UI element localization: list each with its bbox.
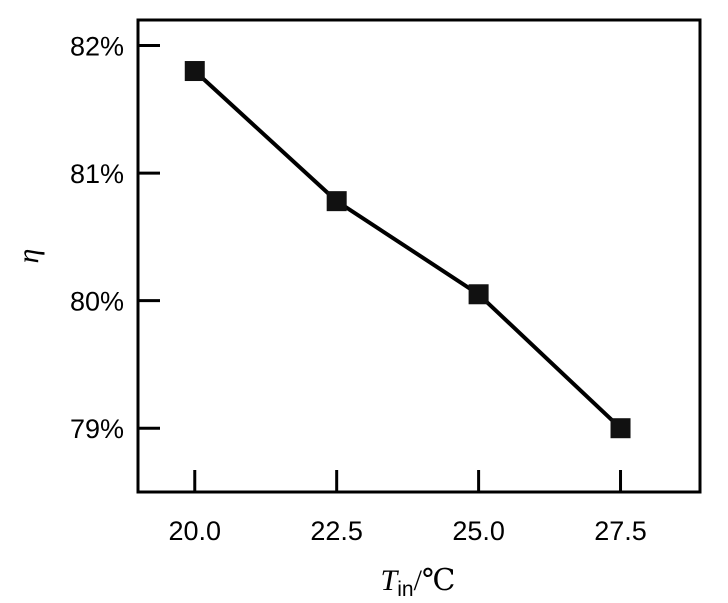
data-point-marker [610,418,631,439]
x-axis-title-symbol: T [381,564,400,597]
plot-frame [136,18,702,494]
y-axis-title: η [12,249,45,264]
x-tick-label: 27.5 [594,516,647,546]
x-axis-title-unit: /℃ [414,564,456,597]
data-point-marker [326,191,347,212]
y-tick-label: 82% [70,32,124,62]
y-tick-label: 80% [70,287,124,317]
data-point-marker [468,284,489,305]
y-axis: 79% 80% 81% 82% [70,32,160,444]
x-axis-title-subscript: in [397,578,413,601]
x-tick-label: 20.0 [168,516,221,546]
y-tick-label: 81% [70,159,124,189]
x-tick-label: 25.0 [452,516,505,546]
data-point-marker [184,61,205,82]
x-axis: 20.0 22.5 25.0 27.5 [168,470,647,546]
y-tick-label: 79% [70,414,124,444]
series-markers [184,61,631,439]
x-tick-label: 22.5 [310,516,363,546]
x-axis-title: Tin/℃ [381,564,456,601]
series-line [193,69,622,430]
